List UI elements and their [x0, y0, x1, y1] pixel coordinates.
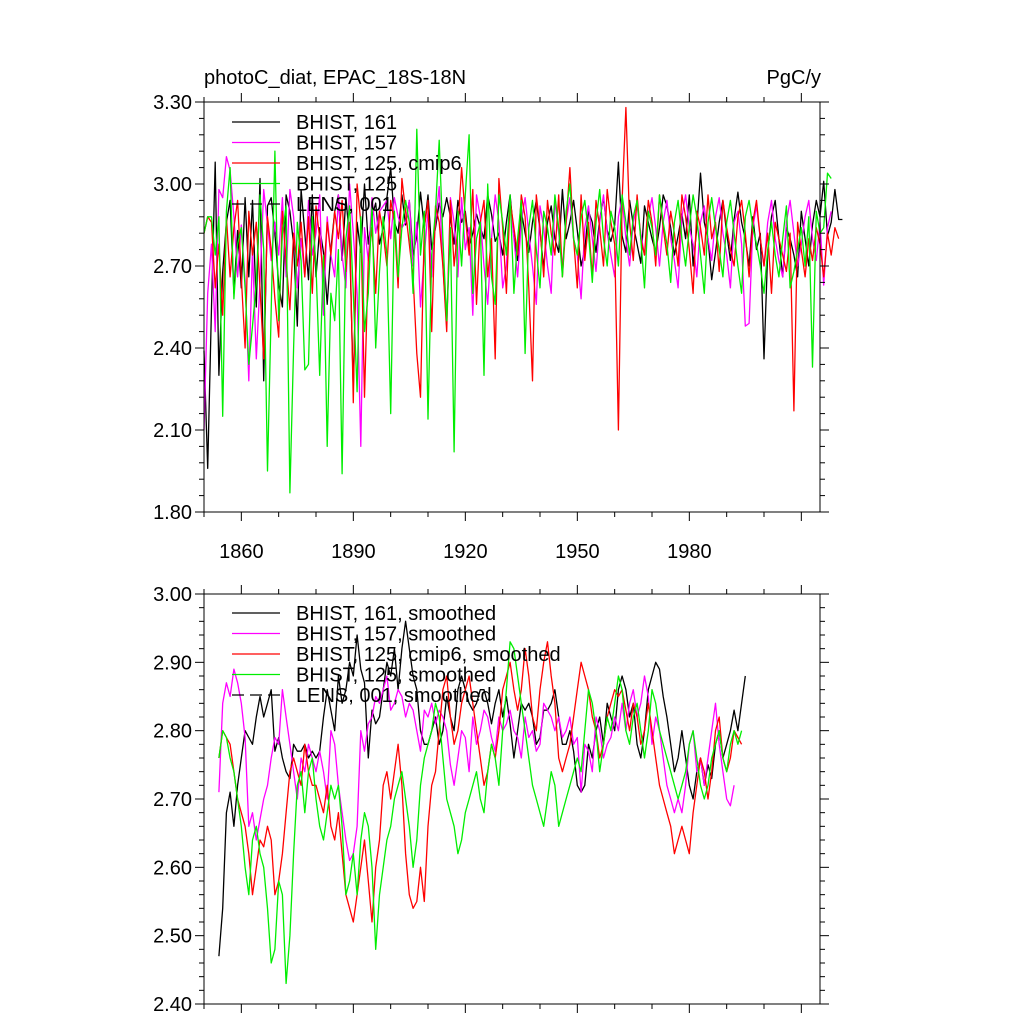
bottom-panel: 2.40 2.50 2.60 2.70 2.80 2.90 3.00 BHIST, 161,… — [153, 584, 829, 1016]
top-title: photoC_diat, EPAC_18S-18N — [204, 67, 466, 89]
y-tick-label: 2.50 — [153, 926, 192, 948]
x-tick-label: 1890 — [331, 541, 376, 563]
y-tick-label: 2.70 — [153, 789, 192, 811]
series-line-3 — [203, 106, 840, 431]
y-tick-label: 3.00 — [153, 174, 192, 196]
series-line-4 — [203, 128, 832, 494]
y-tick-label: 2.60 — [153, 857, 192, 879]
legend-label: LENS, 001, smoothed — [296, 685, 492, 707]
legend-label: BHIST, 125, smoothed — [296, 665, 496, 687]
bottom-axes: 2.40 2.50 2.60 2.70 2.80 2.90 3.00 — [153, 584, 829, 1016]
top-axes: 1.80 2.10 2.40 2.70 3.00 3.30 1860 1890 1920 1950… — [153, 92, 829, 563]
legend-label: BHIST, 125 — [296, 174, 397, 196]
x-tick-label: 1950 — [555, 541, 600, 563]
y-tick-label: 2.40 — [153, 338, 192, 360]
y-tick-label: 2.90 — [153, 652, 192, 674]
series-line-1 — [203, 161, 843, 469]
series-line-2 — [203, 156, 832, 448]
y-tick-label: 2.70 — [153, 256, 192, 278]
series-line-1 — [218, 620, 746, 957]
y-tick-label: 2.80 — [153, 721, 192, 743]
y-tick-label: 1.80 — [153, 502, 192, 524]
legend-label: LENS, 001 — [296, 194, 393, 216]
legend-label: BHIST, 157, smoothed — [296, 624, 496, 646]
legend-label: BHIST, 161 — [296, 112, 397, 134]
y-tick-label: 3.30 — [153, 92, 192, 114]
y-tick-label: 3.00 — [153, 584, 192, 606]
bottom-series-group — [218, 620, 746, 985]
top-series-group — [203, 106, 843, 494]
top-panel: photoC_diat, EPAC_18S-18N PgC/y 1.80 2.10… — [153, 67, 843, 563]
top-plot-frame — [203, 101, 821, 513]
series-line-4 — [218, 641, 743, 985]
legend-label: BHIST, 157 — [296, 133, 397, 155]
x-tick-label: 1920 — [443, 541, 488, 563]
series-line-2 — [218, 668, 735, 862]
x-tick-label: 1860 — [219, 541, 264, 563]
legend-label: BHIST, 125, cmip6, smoothed — [296, 644, 561, 666]
series-line-3 — [218, 641, 743, 923]
bottom-plot-frame — [203, 593, 821, 1005]
legend-label: BHIST, 161, smoothed — [296, 603, 496, 625]
top-units: PgC/y — [767, 67, 821, 89]
legend-label: BHIST, 125, cmip6 — [296, 153, 462, 175]
x-tick-label: 1980 — [667, 541, 712, 563]
y-tick-label: 2.40 — [153, 994, 192, 1016]
y-tick-label: 2.10 — [153, 420, 192, 442]
